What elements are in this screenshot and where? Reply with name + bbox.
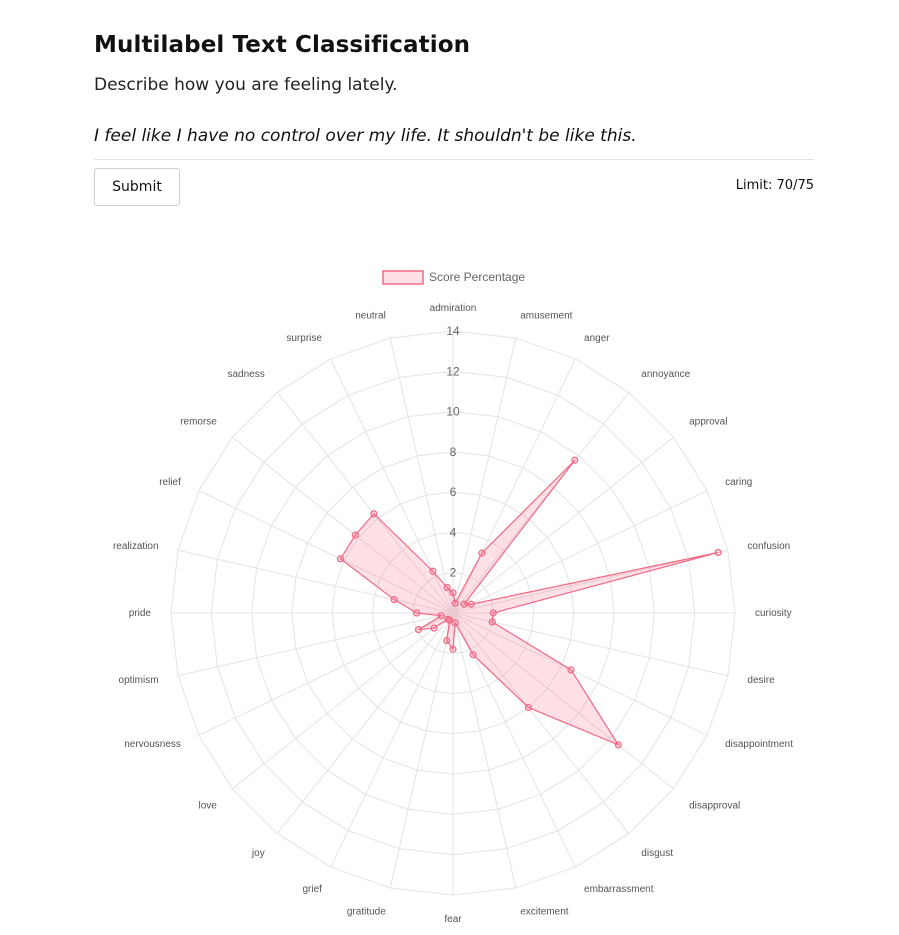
axis-label-nervousness: nervousness xyxy=(124,739,181,750)
prompt-text: Describe how you are feeling lately. xyxy=(94,75,398,95)
grid-spoke xyxy=(389,337,454,614)
data-point-pride xyxy=(413,609,421,617)
data-point-caring xyxy=(467,600,475,608)
tick-label: 14 xyxy=(446,324,460,338)
axis-label-fear: fear xyxy=(444,914,462,925)
legend-swatch xyxy=(382,270,424,285)
axis-label-disgust: disgust xyxy=(641,848,673,859)
page-title: Multilabel Text Classification xyxy=(94,32,471,58)
data-point-curiosity xyxy=(489,609,497,617)
data-point-fear xyxy=(449,645,457,653)
grid-spoke xyxy=(452,612,630,834)
grid-spoke xyxy=(177,612,454,677)
data-point-annoyance xyxy=(571,456,579,464)
grid-spoke xyxy=(452,612,729,677)
axis-label-grief: grief xyxy=(303,884,323,895)
data-point-sadness xyxy=(370,510,378,518)
axis-label-neutral: neutral xyxy=(355,311,386,322)
axis-label-optimism: optimism xyxy=(119,675,159,686)
data-point-desire xyxy=(488,618,496,626)
grid-spoke xyxy=(452,490,708,614)
axis-label-desire: desire xyxy=(747,675,775,686)
grid-spoke xyxy=(452,337,517,614)
axis-label-annoyance: annoyance xyxy=(641,369,690,380)
grid-spoke xyxy=(452,436,674,614)
divider xyxy=(94,159,814,160)
axis-label-caring: caring xyxy=(725,477,752,488)
axis-label-admiration: admiration xyxy=(430,303,477,314)
submit-button[interactable]: Submit xyxy=(94,168,180,206)
data-point-remorse xyxy=(351,531,359,539)
grid-spoke xyxy=(177,549,454,614)
grid-spoke xyxy=(198,490,454,614)
data-point-confusion xyxy=(714,548,722,557)
data-point-realization xyxy=(390,595,398,604)
grid-spoke xyxy=(389,612,454,889)
limit-indicator: Limit: 70/75 xyxy=(736,178,814,193)
grid-spoke xyxy=(452,612,517,889)
data-point-approval xyxy=(460,600,468,608)
axis-label-joy: joy xyxy=(251,848,265,859)
tick-label: 2 xyxy=(450,566,457,580)
limit-value: 70/75 xyxy=(776,178,814,193)
grid-spoke xyxy=(452,392,630,614)
axis-label-surprise: surprise xyxy=(286,333,322,344)
data-point-joy xyxy=(444,615,452,623)
data-point-gratitude xyxy=(443,636,451,645)
legend-label: Score Percentage xyxy=(429,270,525,284)
axis-label-confusion: confusion xyxy=(747,541,790,552)
axis-label-curiosity: curiosity xyxy=(755,608,792,619)
tick-label: 10 xyxy=(446,405,460,419)
grid-spoke xyxy=(232,612,454,790)
data-point-surprise xyxy=(429,567,437,575)
data-point-embarrassment xyxy=(469,651,477,659)
data-point-love xyxy=(430,624,438,632)
axis-label-embarrassment: embarrassment xyxy=(584,884,654,895)
axis-label-excitement: excitement xyxy=(520,906,569,917)
axis-label-anger: anger xyxy=(584,333,610,344)
grid-spoke xyxy=(330,612,454,868)
axis-label-remorse: remorse xyxy=(180,417,217,428)
axis-label-gratitude: gratitude xyxy=(347,906,386,917)
axis-label-disappointment: disappointment xyxy=(725,739,793,750)
tick-label: 6 xyxy=(450,485,457,499)
data-point-nervousness xyxy=(414,626,423,634)
axis-label-disapproval: disapproval xyxy=(689,800,740,811)
grid-spoke xyxy=(452,612,708,736)
tick-label: 12 xyxy=(446,364,460,378)
data-point-disapproval xyxy=(614,741,622,749)
axis-label-sadness: sadness xyxy=(227,369,264,380)
data-point-disgust xyxy=(524,703,532,712)
axis-label-pride: pride xyxy=(129,608,152,619)
axis-label-amusement: amusement xyxy=(520,311,572,322)
grid-spoke xyxy=(452,612,674,790)
grid-spoke xyxy=(452,358,576,614)
data-point-relief xyxy=(336,555,345,563)
data-point-anger xyxy=(478,549,486,557)
limit-label: Limit: xyxy=(735,178,773,193)
grid-spoke xyxy=(198,612,454,736)
data-point-amusement xyxy=(451,599,459,607)
axis-label-approval: approval xyxy=(689,417,727,428)
data-point-admiration xyxy=(449,589,457,597)
grid-spoke xyxy=(276,392,454,614)
data-point-disappointment xyxy=(567,666,575,674)
grid-spoke xyxy=(452,549,729,614)
data-point-neutral xyxy=(443,583,451,592)
tick-label: 4 xyxy=(450,525,457,539)
grid-spoke xyxy=(276,612,454,834)
tick-label: 8 xyxy=(450,445,457,459)
axis-label-relief: relief xyxy=(159,477,181,488)
input-text[interactable]: I feel like I have no control over my li… xyxy=(94,126,637,146)
axis-label-love: love xyxy=(199,800,218,811)
data-point-optimism xyxy=(437,612,445,620)
axis-label-realization: realization xyxy=(113,541,159,552)
grid-spoke xyxy=(232,436,454,614)
data-point-excitement xyxy=(451,619,459,627)
series-area xyxy=(339,459,719,747)
